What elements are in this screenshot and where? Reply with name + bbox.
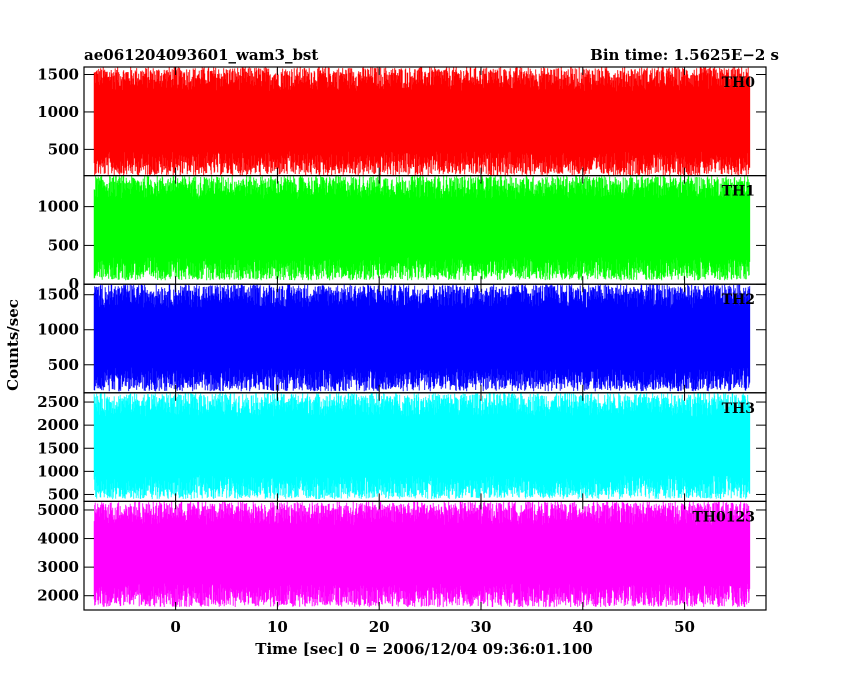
y-tick-label: 1500 — [37, 65, 79, 83]
y-tick-label: 2000 — [37, 416, 79, 434]
y-axis-label: Counts/sec — [4, 299, 22, 391]
panel-th2: 500 1000 1500 TH2 — [37, 283, 767, 394]
panel-label: TH1 — [722, 184, 755, 200]
y-tick-label: 3000 — [37, 558, 79, 576]
x-axis-label: Time [sec] 0 = 2006/12/04 09:36:01.100 — [255, 640, 592, 658]
bin-time-label: Bin time: 1.5625E−2 s — [590, 46, 779, 64]
x-tick-label: 10 — [267, 618, 288, 636]
y-tick-label: 1000 — [37, 321, 79, 339]
x-tick-label: 40 — [572, 618, 593, 636]
panel-th3: 500 1000 1500 2000 2500 TH3 — [37, 392, 767, 503]
y-tick-label: 500 — [48, 356, 79, 374]
chart-title: ae061204093601_wam3_bst — [84, 46, 318, 64]
series-core-th0 — [94, 94, 750, 149]
series-core-th3 — [94, 419, 750, 473]
panel-label: TH0 — [722, 75, 756, 91]
x-tick-label: 30 — [471, 618, 492, 636]
y-tick-label: 1000 — [37, 462, 79, 480]
panel-label: TH3 — [722, 401, 755, 417]
x-tick-label: 0 — [170, 618, 180, 636]
x-tick-label: 50 — [674, 618, 695, 636]
y-tick-label: 5000 — [37, 501, 79, 519]
panel-label: TH0123 — [692, 509, 755, 525]
y-tick-label: 2500 — [37, 393, 79, 411]
x-tick-label: 20 — [369, 618, 390, 636]
panel-th0123: 2000 3000 4000 5000 TH0123 — [37, 500, 767, 611]
series-core-th2 — [94, 310, 750, 365]
y-tick-label: 4000 — [37, 530, 79, 548]
y-tick-label: 2000 — [37, 587, 79, 605]
y-tick-label: 500 — [48, 485, 79, 503]
panel-label: TH2 — [722, 292, 755, 308]
y-tick-label: 0 — [69, 275, 79, 293]
y-tick-label: 1500 — [37, 286, 79, 304]
panel-th0: 500 1000 1500 TH0 — [37, 65, 767, 177]
y-tick-label: 1000 — [37, 198, 79, 216]
series-core-th0123 — [94, 527, 750, 581]
panel-th1: 0 500 1000 TH1 — [37, 175, 767, 293]
y-tick-label: 500 — [48, 236, 79, 254]
panel-frame — [83, 500, 767, 611]
y-tick-label: 500 — [48, 140, 79, 158]
y-tick-label: 1000 — [37, 103, 79, 121]
series-core-th1 — [94, 201, 750, 255]
y-tick-label: 1500 — [37, 439, 79, 457]
